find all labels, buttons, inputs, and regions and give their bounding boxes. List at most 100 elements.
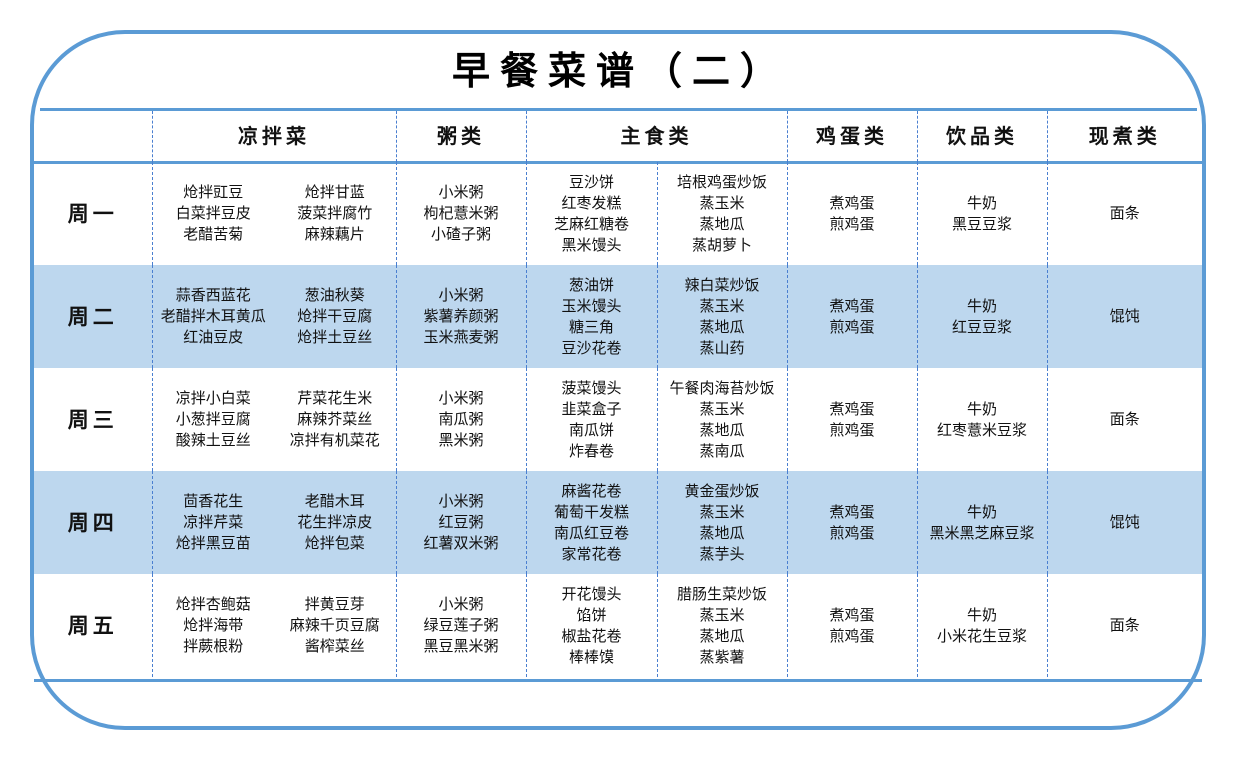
cell-eggs: 煮鸡蛋 煎鸡蛋: [786, 162, 917, 265]
menu-item: 煎鸡蛋: [829, 523, 875, 542]
menu-item: 煮鸡蛋: [829, 502, 875, 521]
cell-staple-b: 午餐肉海苔炒饭 蒸玉米 蒸地瓜 蒸南瓜: [656, 368, 787, 471]
menu-item: 花生拌凉皮: [297, 513, 373, 531]
menu-item: 煮鸡蛋: [829, 193, 875, 212]
menu-item: 蒜香西蓝花: [175, 286, 251, 304]
menu-item: 培根鸡蛋炒饭: [676, 172, 767, 191]
menu-item: 凉拌有机菜花: [289, 431, 380, 449]
cell-cold-b: 芹菜花生米 麻辣芥菜丝 凉拌有机菜花: [274, 368, 396, 471]
menu-item: 小米粥: [438, 595, 484, 613]
menu-item: 煮鸡蛋: [829, 605, 875, 624]
cell-eggs: 煮鸡蛋 煎鸡蛋: [786, 265, 917, 368]
cell-cold-a: 炝拌杏鲍菇 炝拌海带 拌蕨根粉: [151, 574, 274, 677]
menu-item: 炝拌土豆丝: [297, 328, 373, 346]
cell-eggs: 煮鸡蛋 煎鸡蛋: [786, 471, 917, 574]
menu-item: 南瓜饼: [568, 420, 614, 439]
menu-item: 红豆粥: [438, 513, 484, 531]
menu-item: 拌蕨根粉: [183, 637, 244, 655]
menu-item: 蒸玉米: [699, 605, 745, 624]
menu-item: 小葱拌豆腐: [175, 410, 251, 428]
day-label: 周三: [67, 407, 118, 432]
menu-item: 炝拌黑豆苗: [175, 534, 251, 552]
menu-item: 白菜拌豆皮: [175, 204, 251, 222]
header-porridge: 粥类: [395, 111, 526, 162]
cell-drinks: 牛奶 黑米黑芝麻豆浆: [916, 471, 1047, 574]
cell-hot: 面条: [1046, 574, 1202, 677]
cell-cold-a: 蒜香西蓝花 老醋拌木耳黄瓜 红油豆皮: [151, 265, 274, 368]
menu-item: 蒸地瓜: [699, 420, 745, 439]
menu-item: 辣白菜炒饭: [684, 275, 760, 294]
menu-item: 糖三角: [568, 317, 614, 336]
cell-porridge: 小米粥绿豆莲子粥黑豆黑米粥: [395, 574, 526, 677]
menu-item: 南瓜红豆卷: [553, 523, 629, 542]
menu-item: 紫薯养颜粥: [423, 307, 499, 325]
menu-item: 蒸胡萝卜: [691, 235, 752, 254]
menu-item: 煮鸡蛋: [829, 296, 875, 315]
menu-item: 芹菜花生米: [297, 389, 373, 407]
table-row: 周四 茴香花生 凉拌芹菜 炝拌黑豆苗 老醋木耳 花生拌凉皮 炝拌包菜 小米粥 红豆粥 红薯双米粥麻…: [34, 471, 1202, 574]
menu-item: 小碴子粥: [430, 225, 491, 243]
menu-item: 韭菜盒子: [561, 399, 622, 418]
menu-item: 酱榨菜丝: [304, 637, 365, 655]
cell-eggs: 煮鸡蛋 煎鸡蛋: [786, 574, 917, 677]
menu-item: 椒盐花卷: [561, 626, 622, 645]
menu-item: 蒸地瓜: [699, 523, 745, 542]
cell-porridge: 小米粥 紫薯养颜粥 玉米燕麦粥: [395, 265, 526, 368]
cell-staple-a: 开花馒头 馅饼 椒盐花卷 棒棒馍: [525, 574, 657, 677]
menu-item: 炝拌干豆腐: [297, 307, 373, 325]
cell-drinks: 牛奶 黑豆豆浆: [916, 162, 1047, 265]
cell-porridge: 小米粥 红豆粥 红薯双米粥: [395, 471, 526, 574]
menu-item: 蒸南瓜: [699, 441, 745, 460]
cell-drinks: 牛奶 红枣薏米豆浆: [916, 368, 1047, 471]
menu-item: 小米粥: [438, 183, 484, 201]
table-bottom-line: [34, 679, 1202, 682]
menu-item: 牛奶: [966, 193, 997, 212]
menu-item: 馅饼: [576, 605, 607, 624]
cell-hot: 馄饨: [1046, 265, 1202, 368]
menu-item: 牛奶: [966, 296, 997, 315]
menu-item: 小米粥: [438, 389, 484, 407]
table-row: 周五 炝拌杏鲍菇 炝拌海带 拌蕨根粉 拌黄豆芽 麻辣千页豆腐 酱榨菜丝 小米粥 绿豆莲子粥 黑豆黑…: [34, 574, 1202, 677]
menu-item: 南瓜粥: [438, 410, 484, 428]
header-row: 凉拌菜 粥类 主食类 鸡蛋类 饮品类 现煮类: [34, 111, 1202, 162]
cell-drinks: 牛奶 小米花生豆浆: [916, 574, 1047, 677]
menu-item: 豆沙花卷: [561, 338, 622, 357]
menu-item: 蒸玉米: [699, 296, 745, 315]
day-label: 周四: [34, 471, 152, 574]
menu-item: 凉拌小白菜: [175, 389, 251, 407]
header-day: [34, 111, 152, 162]
menu-item: 麻辣藕片: [304, 225, 365, 243]
menu-item: 蒸紫薯: [699, 647, 745, 666]
menu-item: 茴香花生: [183, 492, 244, 510]
cell-hot: 面条: [1046, 162, 1202, 265]
cell-hot: 馄饨: [1046, 471, 1202, 574]
menu-item: 蒸地瓜: [699, 317, 745, 336]
menu-item: 腊肠生菜炒饭: [676, 584, 767, 603]
cell-porridge: 小米粥 南瓜粥 黑米粥: [395, 368, 526, 471]
menu-item: 炝拌海带: [183, 616, 244, 634]
header-eggs: 鸡蛋类: [786, 111, 917, 162]
cell-cold-b: 炝拌甘蓝 菠菜拌腐竹 麻辣藕片: [274, 162, 396, 265]
menu-item: 老醋苦菊: [183, 225, 244, 243]
menu-item: 葡萄干发糕: [553, 502, 629, 521]
menu-item: 老醋木耳: [304, 492, 365, 510]
table-row: 周一 炝拌豇豆 白菜拌豆皮 老醋苦菊 炝拌甘蓝 菠菜拌腐竹 麻辣藕片 小米粥 枸杞薏米粥 小碴子粥…: [34, 162, 1202, 265]
header-cold-dishes: 凉拌菜: [151, 111, 396, 162]
cell-porridge: 小米粥 枸杞薏米粥 小碴子粥: [395, 162, 526, 265]
cell-hot: 面条: [1046, 368, 1202, 471]
cell-cold-a: 凉拌小白菜 小葱拌豆腐 酸辣土豆丝: [151, 368, 274, 471]
table-row: 周二 蒜香西蓝花 老醋拌木耳黄瓜 红油豆皮 葱油秋葵 炝拌干豆腐 炝拌土豆丝 小米粥 紫薯养颜粥…: [34, 265, 1202, 368]
menu-item: 蒸玉米: [699, 399, 745, 418]
menu-item: 葱油秋葵: [304, 286, 365, 304]
menu-item: 小米花生豆浆: [936, 626, 1027, 645]
menu-item: 红枣发糕: [561, 193, 622, 212]
menu-item: 黑豆黑米粥: [423, 637, 499, 655]
cell-cold-b: 葱油秋葵炝拌干豆腐炝拌土豆丝: [274, 265, 396, 368]
menu-item: 蒸地瓜: [699, 214, 745, 233]
menu-item: 炸春卷: [568, 441, 614, 460]
day-label: 周五: [67, 613, 118, 638]
menu-item: 绿豆莲子粥: [423, 616, 499, 634]
cell-drinks: 牛奶 红豆豆浆: [916, 265, 1047, 368]
header-hot: 现煮类: [1046, 111, 1202, 162]
menu-item: 煎鸡蛋: [829, 317, 875, 336]
